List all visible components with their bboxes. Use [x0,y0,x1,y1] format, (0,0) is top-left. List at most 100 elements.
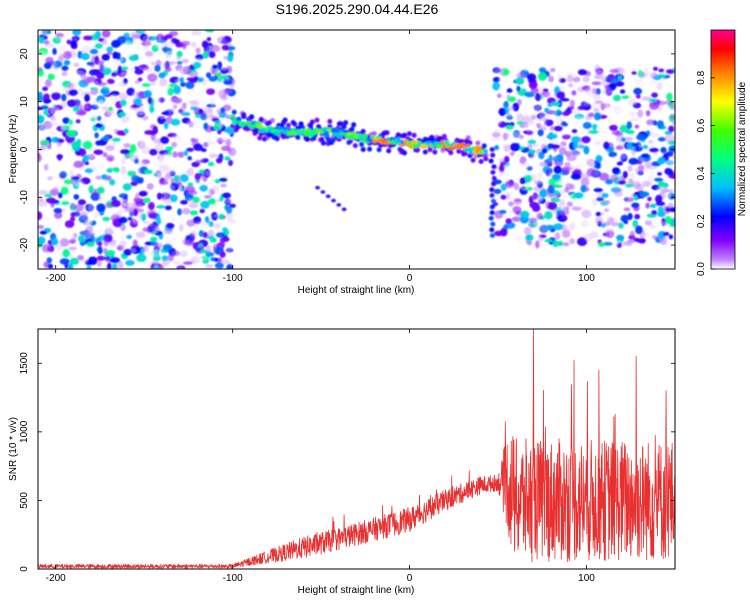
noise-blob [73,194,80,200]
noise-blob [591,81,602,86]
colorbar: 0.0 0.2 0.4 0.6 0.8 Normalized spectral ampl… [696,29,748,276]
noise-blob [649,203,657,209]
noise-blob [43,40,50,45]
ridge-halo [285,122,291,128]
noise-blob [520,210,530,219]
noise-blob [537,72,547,81]
noise-blob [103,239,110,247]
noise-blob [617,75,623,81]
noise-blob [96,186,105,194]
noise-blob [139,64,150,71]
noise-blob [182,66,188,75]
noise-blob [120,149,131,155]
noise-blob [68,89,79,96]
noise-blob [191,30,202,36]
noise-blob [561,214,567,219]
noise-blob [599,172,610,181]
noise-blob [648,98,658,103]
tail-blob [320,190,326,194]
noise-blob [88,185,94,194]
noise-blob [595,216,603,225]
noise-blob [516,85,521,92]
noise-blob [595,155,603,163]
noise-blob [661,191,672,201]
noise-blob [603,102,613,109]
noise-blob [121,175,129,180]
noise-blob [202,51,210,59]
noise-blob [559,84,565,93]
noise-blob [110,114,120,119]
noise-blob [649,132,660,138]
noise-blob [49,130,59,135]
noise-blob [150,236,158,243]
noise-blob [577,69,588,76]
noise-blob [574,116,583,121]
noise-blob [123,128,129,134]
noise-blob [190,41,197,48]
noise-blob [88,250,96,256]
noise-blob [38,36,45,44]
noise-blob [188,99,199,105]
noise-blob [630,183,638,188]
noise-blob [91,96,97,106]
noise-blob [553,165,562,174]
noise-blob [621,95,630,100]
noise-blob [657,181,666,188]
noise-blob [95,164,105,172]
noise-blob [562,242,570,247]
noise-blob [502,68,510,76]
ridge-halo [427,147,433,153]
noise-blob [51,88,61,94]
ridge-halo [478,159,484,164]
noise-blob [597,133,608,140]
noise-blob [568,83,573,88]
y-tick-label: 0 [19,146,30,152]
noise-blob [43,93,50,101]
drop-blob [489,233,495,238]
noise-blob [582,101,590,107]
noise-blob [520,184,529,191]
noise-blob [97,82,107,87]
noise-blob [553,223,564,231]
noise-blob [82,140,93,150]
ridge-halo [257,135,263,141]
noise-blob [500,194,507,200]
drop-blob [491,181,497,187]
noise-blob [581,209,592,219]
noise-blob [75,119,81,124]
noise-blob [658,221,669,230]
noise-blob [40,141,47,149]
ridge-blob [229,114,236,119]
noise-blob [611,129,621,136]
noise-blob [562,122,569,127]
noise-blob [595,88,601,95]
noise-blob [123,248,132,256]
noise-blob [495,221,501,226]
noise-blob [608,151,618,158]
noise-blob [128,46,133,52]
noise-blob [41,244,52,248]
noise-blob [595,211,602,217]
noise-blob [145,50,154,57]
noise-blob [150,212,158,219]
noise-blob [592,94,602,101]
noise-blob [178,266,184,269]
noise-blob [158,72,166,79]
noise-blob [205,251,215,257]
noise-blob [572,76,581,83]
noise-blob [629,230,635,238]
ridge-halo [406,131,412,137]
noise-blob [514,234,523,243]
noise-blob [161,260,170,266]
noise-blob [510,131,521,141]
noise-blob [598,127,609,132]
noise-blob [156,205,166,209]
noise-blob [111,137,121,142]
tail-blob [341,207,347,212]
noise-blob [57,138,65,143]
noise-blob [112,51,118,60]
noise-blob [638,141,643,149]
noise-blob [548,75,554,83]
noise-blob [532,103,542,111]
